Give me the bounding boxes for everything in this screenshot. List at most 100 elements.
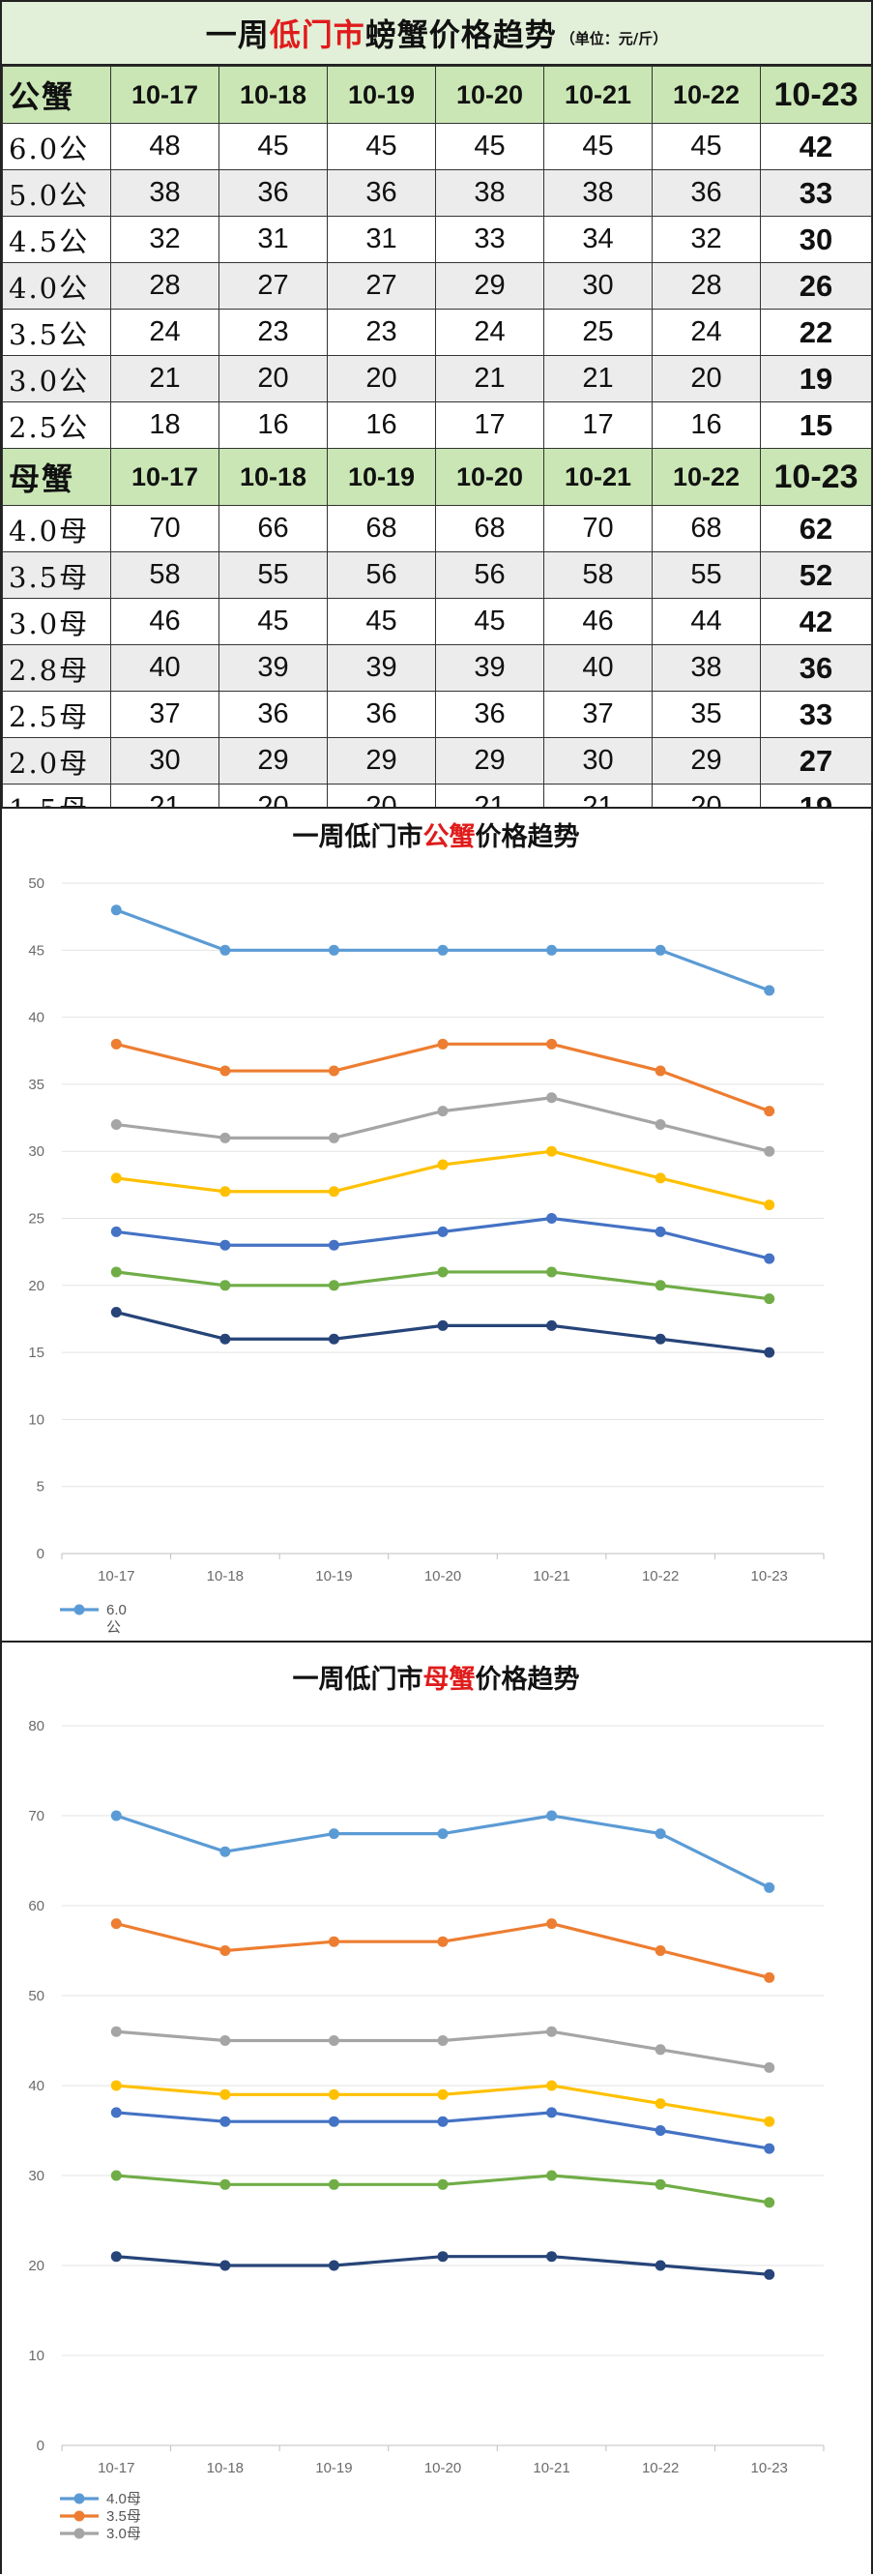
- x-tick-label: 10-19: [315, 2460, 352, 2476]
- data-point: [110, 904, 122, 916]
- price-cell: 45: [218, 123, 328, 170]
- date-header-cell: 10-18: [218, 66, 328, 124]
- price-cell: 33: [435, 216, 544, 263]
- data-point: [219, 2088, 231, 2100]
- price-cell: 29: [218, 737, 328, 785]
- series-line: [114, 1310, 771, 1354]
- price-cell: 36: [652, 169, 761, 217]
- series-3.5公: [110, 1213, 775, 1264]
- data-point: [764, 2116, 775, 2127]
- data-point: [328, 1936, 339, 1947]
- price-cell: 29: [435, 262, 544, 310]
- price-cell: 68: [435, 505, 544, 552]
- x-tick-label: 10-20: [424, 2460, 461, 2476]
- price-cell: 28: [652, 262, 761, 310]
- data-point: [328, 2260, 339, 2271]
- data-point: [437, 944, 449, 956]
- data-point: [655, 1065, 666, 1077]
- series-line: [114, 1042, 771, 1113]
- data-point: [655, 2044, 666, 2056]
- x-tick-label: 10-17: [98, 1568, 134, 1584]
- series-2.8母: [110, 2080, 775, 2127]
- data-point: [655, 2125, 666, 2136]
- price-cell: 36: [218, 691, 328, 738]
- data-point: [546, 2170, 558, 2181]
- price-cell: 27: [760, 737, 872, 785]
- price-cell: 39: [218, 644, 328, 692]
- data-point: [437, 2178, 449, 2190]
- price-cell: 46: [110, 598, 219, 645]
- price-cell: 45: [652, 123, 761, 170]
- price-cell: 25: [543, 309, 653, 356]
- data-point: [546, 2251, 558, 2263]
- data-point: [437, 2116, 449, 2127]
- data-point: [764, 1293, 775, 1305]
- y-tick-label: 20: [28, 2258, 44, 2274]
- row-label: 2.5母: [2, 691, 111, 738]
- price-cell: 45: [327, 598, 436, 645]
- price-cell: 42: [760, 598, 872, 645]
- series-4.0公: [110, 1145, 775, 1211]
- price-cell: 26: [760, 262, 872, 310]
- price-cell: 40: [543, 644, 653, 692]
- female-group-label: 母蟹: [2, 448, 111, 506]
- y-tick-label: 35: [28, 1077, 44, 1093]
- price-cell: 30: [760, 216, 872, 263]
- price-cell: 36: [435, 691, 544, 738]
- table-title-suffix: 螃蟹价格趋势: [364, 16, 557, 53]
- data-point: [328, 1065, 339, 1077]
- y-tick-label: 10: [28, 1411, 44, 1428]
- legend-label: 4.0母: [106, 2491, 141, 2507]
- data-point: [328, 2088, 339, 2100]
- data-point: [546, 1918, 558, 1930]
- data-point: [764, 1199, 775, 1211]
- price-cell: 20: [652, 355, 761, 402]
- price-cell: 22: [760, 309, 872, 356]
- chart-title-suffix: 价格趋势: [476, 1665, 580, 1695]
- data-point: [219, 2116, 231, 2127]
- price-table: 公蟹 10-17 10-18 10-19 10-20 10-21 10-22 10-23 6.0…: [2, 66, 872, 831]
- data-point: [219, 1846, 231, 1857]
- x-tick-label: 10-21: [533, 2460, 569, 2476]
- price-cell: 24: [652, 309, 761, 356]
- data-point: [437, 1936, 449, 1947]
- data-point: [546, 1145, 558, 1157]
- table-row: 4.5公 32 31 31 33 34 32 30: [2, 216, 872, 263]
- price-cell: 39: [435, 644, 544, 692]
- series-2.0母: [110, 2170, 775, 2208]
- row-label: 3.0公: [2, 355, 111, 402]
- data-point: [110, 1810, 122, 1821]
- price-cell: 45: [435, 598, 544, 645]
- data-point: [437, 1038, 449, 1050]
- data-point: [437, 2035, 449, 2046]
- table-row: 2.8母 40 39 39 39 40 38 36: [2, 644, 872, 692]
- data-point: [764, 2197, 775, 2208]
- chart-title-prefix: 一周低门市: [293, 1664, 423, 1695]
- price-cell: 46: [543, 598, 653, 645]
- price-cell: 24: [435, 309, 544, 356]
- data-point: [219, 1239, 231, 1251]
- price-cell: 36: [218, 169, 328, 217]
- price-cell: 16: [218, 401, 328, 449]
- female-crab-chart-svg: 一周低门市母蟹价格趋势 0 10 20 30 40 50 60 70 80 10-17 10-18 10…: [28, 1664, 825, 2542]
- data-point: [110, 1172, 122, 1184]
- price-table-block: 一周低门市螃蟹价格趋势 （单位：元/斤） 公蟹 10-17 10-18 10-19 10…: [2, 2, 872, 831]
- series-4.5公: [110, 1092, 775, 1157]
- price-cell: 19: [760, 355, 872, 402]
- y-tick-label: 25: [28, 1211, 44, 1228]
- legend: 6.0公5.0公: [60, 1602, 127, 1636]
- legend-swatch-marker: [73, 2528, 85, 2539]
- series-5.0公: [110, 1038, 775, 1117]
- x-tick-label: 10-22: [642, 2460, 679, 2476]
- data-point: [219, 1065, 231, 1077]
- price-cell: 38: [435, 169, 544, 217]
- data-point: [546, 1319, 558, 1331]
- table-row: 2.0母 30 29 29 29 30 29 27: [2, 737, 872, 785]
- price-cell: 16: [652, 401, 761, 449]
- price-cell: 37: [110, 691, 219, 738]
- table-title-bar: 一周低门市螃蟹价格趋势 （单位：元/斤）: [2, 2, 871, 66]
- y-tick-label: 0: [37, 2438, 44, 2454]
- price-cell: 45: [543, 123, 653, 170]
- data-point: [328, 1828, 339, 1840]
- data-point: [328, 1280, 339, 1291]
